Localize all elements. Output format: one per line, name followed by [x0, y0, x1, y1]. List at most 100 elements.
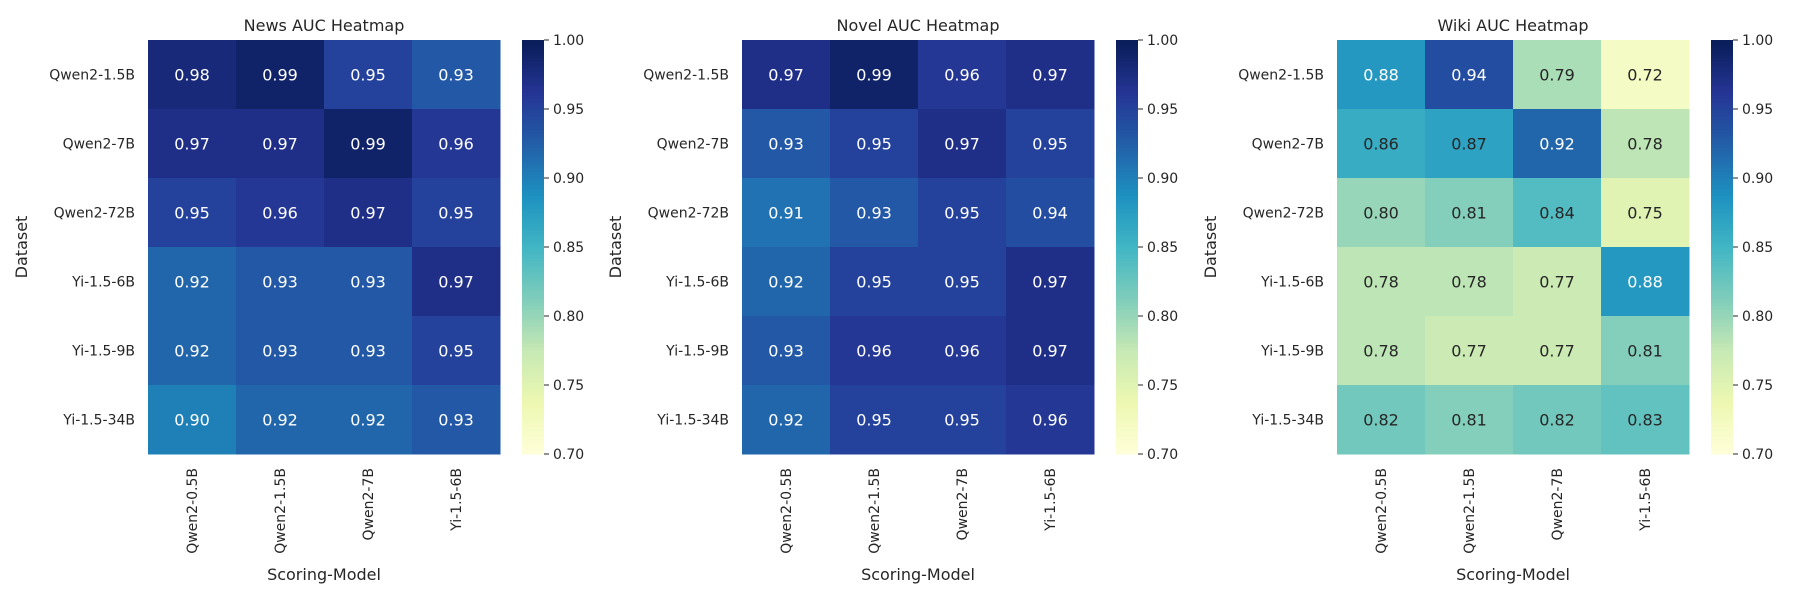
- colorbar-segment: [522, 416, 544, 421]
- heatmap-cell: [1513, 385, 1602, 455]
- colorbar-segment: [522, 405, 544, 410]
- colorbar-segment: [522, 291, 544, 296]
- heatmap-cell: [1601, 247, 1690, 317]
- colorbar-segment: [522, 164, 544, 169]
- cell-value-label: 0.77: [1451, 342, 1487, 361]
- colorbar-segment: [522, 316, 544, 321]
- colorbar-segment: [1116, 43, 1138, 48]
- cell-value-label: 0.95: [1032, 135, 1068, 154]
- y-tick-label: Qwen2-72B: [1243, 206, 1324, 222]
- colorbar-segment: [1711, 88, 1733, 93]
- heatmap-cell: [1601, 40, 1690, 110]
- colorbar-segment: [1711, 305, 1733, 310]
- colorbar-segment: [522, 198, 544, 203]
- colorbar-segment: [1711, 164, 1733, 169]
- cell-value-label: 0.78: [1627, 135, 1663, 154]
- colorbar-segment: [1711, 302, 1733, 307]
- colorbar-segment: [522, 284, 544, 289]
- colorbar-segment: [1116, 160, 1138, 165]
- colorbar-segment: [522, 343, 544, 348]
- colorbar-segment: [1711, 67, 1733, 72]
- colorbar-segment: [522, 119, 544, 124]
- colorbar-segment: [1116, 333, 1138, 338]
- colorbar-segment: [522, 247, 544, 252]
- cell-value-label: 0.78: [1363, 273, 1399, 292]
- heatmap-cell: [148, 316, 237, 386]
- colorbar-segment: [1711, 119, 1733, 124]
- heatmap-cell: [1425, 247, 1514, 317]
- heatmap-cell: [1425, 316, 1514, 386]
- colorbar-segment: [1711, 360, 1733, 365]
- colorbar-segment: [522, 236, 544, 241]
- heatmap-cell: [918, 109, 1007, 179]
- colorbar-segment: [1116, 167, 1138, 172]
- x-axis-label: Scoring-Model: [267, 565, 381, 584]
- colorbar-segment: [1711, 150, 1733, 155]
- heatmap-cell: [1337, 40, 1426, 110]
- heatmap-cell: [1425, 178, 1514, 248]
- heatmap-cell: [1601, 109, 1690, 179]
- colorbar-segment: [522, 181, 544, 186]
- colorbar-segment: [1116, 295, 1138, 300]
- colorbar-segment: [522, 371, 544, 376]
- colorbar-segment: [1116, 402, 1138, 407]
- colorbar-segment: [1711, 50, 1733, 55]
- colorbar-segment: [1116, 115, 1138, 120]
- heatmap-panel-1: News AUC Heatmap 0.98 0.99 0.95 0.93 0.97 0.97…: [12, 16, 584, 584]
- cell-value-label: 0.93: [438, 66, 474, 85]
- colorbar-segment: [1711, 319, 1733, 324]
- colorbar-segment: [1116, 433, 1138, 438]
- colorbar-segment: [1116, 343, 1138, 348]
- colorbar-segment: [1116, 178, 1138, 183]
- colorbar-segment: [1711, 215, 1733, 220]
- colorbar-segment: [1711, 129, 1733, 134]
- colorbar-segment: [522, 202, 544, 207]
- colorbar-tick-label: 0.95: [553, 102, 584, 118]
- colorbar-segment: [522, 350, 544, 355]
- cell-value-label: 0.95: [944, 411, 980, 430]
- colorbar-segment: [522, 322, 544, 327]
- colorbar-segment: [522, 395, 544, 400]
- colorbar-segment: [1711, 295, 1733, 300]
- colorbar-segment: [522, 433, 544, 438]
- colorbar-segment: [1711, 371, 1733, 376]
- colorbar-segment: [1116, 50, 1138, 55]
- colorbar-segment: [1116, 109, 1138, 114]
- colorbar-segment: [1711, 122, 1733, 127]
- cell-value-label: 0.96: [438, 135, 474, 154]
- colorbar-segment: [1116, 340, 1138, 345]
- colorbar-segment: [522, 336, 544, 341]
- cell-value-label: 0.94: [1032, 204, 1068, 223]
- colorbar-segment: [1711, 284, 1733, 289]
- colorbar-segment: [522, 50, 544, 55]
- cell-value-label: 0.86: [1363, 135, 1399, 154]
- colorbar-segment: [1711, 402, 1733, 407]
- colorbar-segment: [1116, 419, 1138, 424]
- colorbar-segment: [522, 64, 544, 69]
- colorbar-segment: [1711, 46, 1733, 51]
- colorbar-segment: [1711, 195, 1733, 200]
- colorbar-segment: [522, 295, 544, 300]
- colorbar-segment: [522, 233, 544, 238]
- colorbar-segment: [1711, 440, 1733, 445]
- colorbar-segment: [522, 174, 544, 179]
- colorbar-segment: [1116, 367, 1138, 372]
- heatmap-cell: [830, 316, 919, 386]
- heatmap-cell: [324, 109, 413, 179]
- colorbar-segment: [1116, 353, 1138, 358]
- colorbar-segment: [1711, 278, 1733, 283]
- colorbar-segment: [1116, 198, 1138, 203]
- colorbar-segment: [1711, 429, 1733, 434]
- colorbar-segment: [1116, 426, 1138, 431]
- colorbar-segment: [522, 257, 544, 262]
- heatmap-cell: [742, 247, 831, 317]
- cell-value-label: 0.92: [262, 411, 298, 430]
- colorbar-segment: [522, 67, 544, 72]
- cell-value-label: 0.97: [1032, 273, 1068, 292]
- colorbar-segment: [1116, 391, 1138, 396]
- colorbar-segment: [1711, 133, 1733, 138]
- colorbar-segment: [522, 43, 544, 48]
- colorbar-segment: [1711, 57, 1733, 62]
- colorbar-segment: [1116, 322, 1138, 327]
- colorbar-segment: [1116, 105, 1138, 110]
